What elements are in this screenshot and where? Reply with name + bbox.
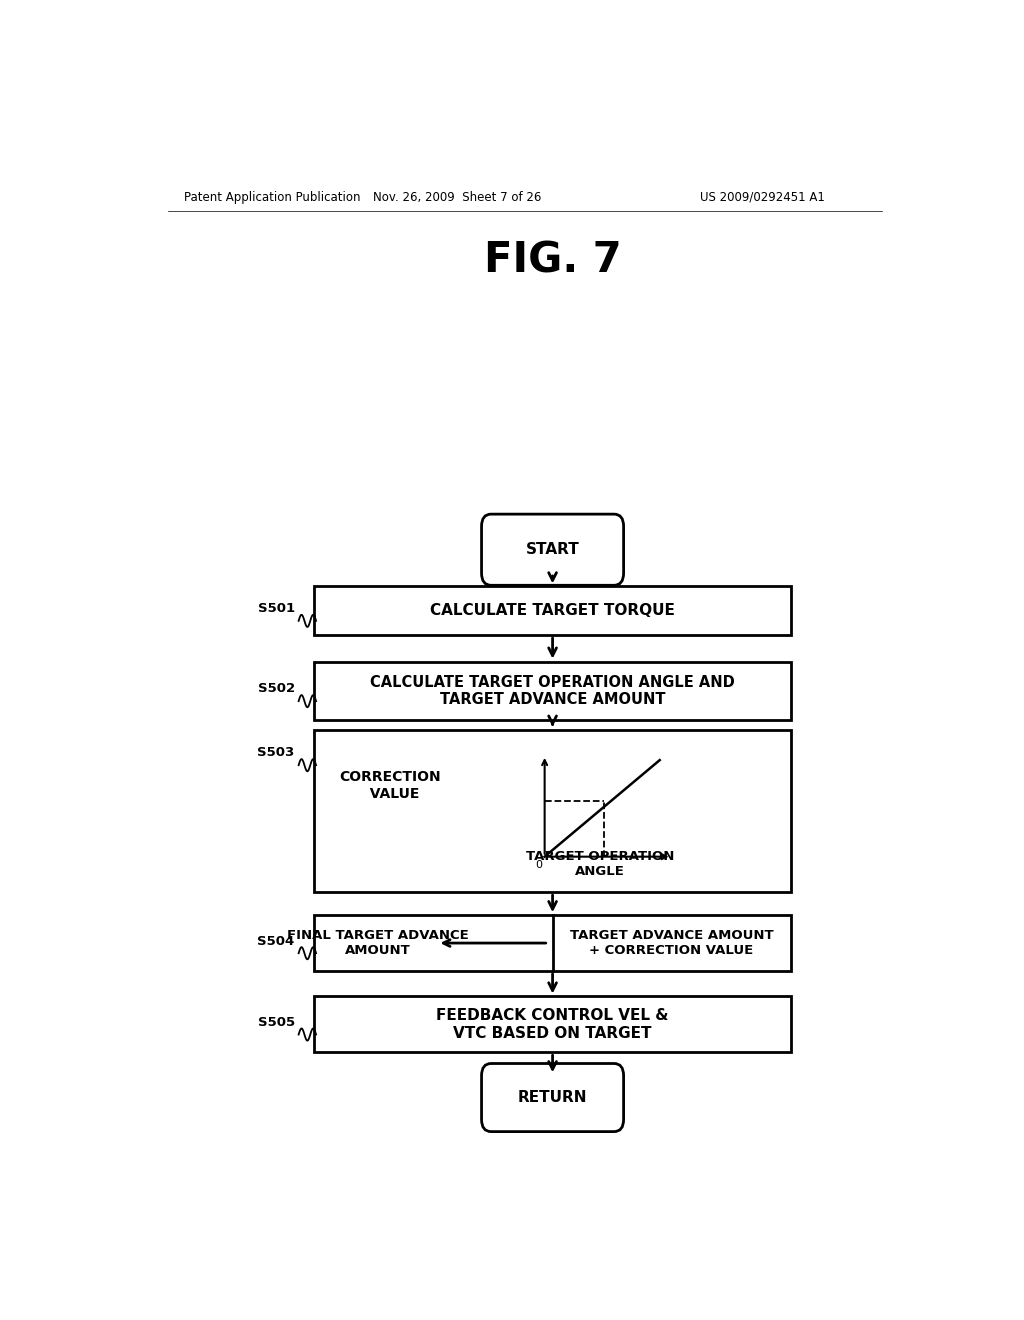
Text: FIG. 7: FIG. 7 bbox=[483, 239, 622, 281]
Text: S505: S505 bbox=[257, 1016, 295, 1028]
Bar bbox=[314, 915, 791, 972]
Text: 0: 0 bbox=[535, 859, 542, 870]
Bar bbox=[314, 997, 791, 1052]
Text: S501: S501 bbox=[257, 602, 295, 615]
Text: FINAL TARGET ADVANCE
AMOUNT: FINAL TARGET ADVANCE AMOUNT bbox=[287, 929, 469, 957]
Text: START: START bbox=[525, 543, 580, 557]
Text: US 2009/0292451 A1: US 2009/0292451 A1 bbox=[700, 190, 825, 203]
FancyBboxPatch shape bbox=[481, 1064, 624, 1131]
Text: TARGET ADVANCE AMOUNT
+ CORRECTION VALUE: TARGET ADVANCE AMOUNT + CORRECTION VALUE bbox=[569, 929, 773, 957]
Bar bbox=[314, 730, 791, 892]
Text: CORRECTION
  VALUE: CORRECTION VALUE bbox=[339, 771, 440, 801]
Text: FEEDBACK CONTROL VEL &
VTC BASED ON TARGET: FEEDBACK CONTROL VEL & VTC BASED ON TARG… bbox=[436, 1008, 669, 1040]
Bar bbox=[314, 661, 791, 721]
Text: TARGET OPERATION
ANGLE: TARGET OPERATION ANGLE bbox=[526, 850, 675, 878]
Bar bbox=[314, 586, 791, 635]
Text: S503: S503 bbox=[257, 747, 295, 759]
Text: Patent Application Publication: Patent Application Publication bbox=[183, 190, 360, 203]
Text: Nov. 26, 2009  Sheet 7 of 26: Nov. 26, 2009 Sheet 7 of 26 bbox=[373, 190, 542, 203]
Text: CALCULATE TARGET TORQUE: CALCULATE TARGET TORQUE bbox=[430, 603, 675, 618]
Text: CALCULATE TARGET OPERATION ANGLE AND
TARGET ADVANCE AMOUNT: CALCULATE TARGET OPERATION ANGLE AND TAR… bbox=[371, 675, 735, 708]
Text: RETURN: RETURN bbox=[518, 1090, 588, 1105]
Text: S504: S504 bbox=[257, 935, 295, 948]
FancyBboxPatch shape bbox=[481, 515, 624, 585]
Text: S502: S502 bbox=[257, 682, 295, 696]
